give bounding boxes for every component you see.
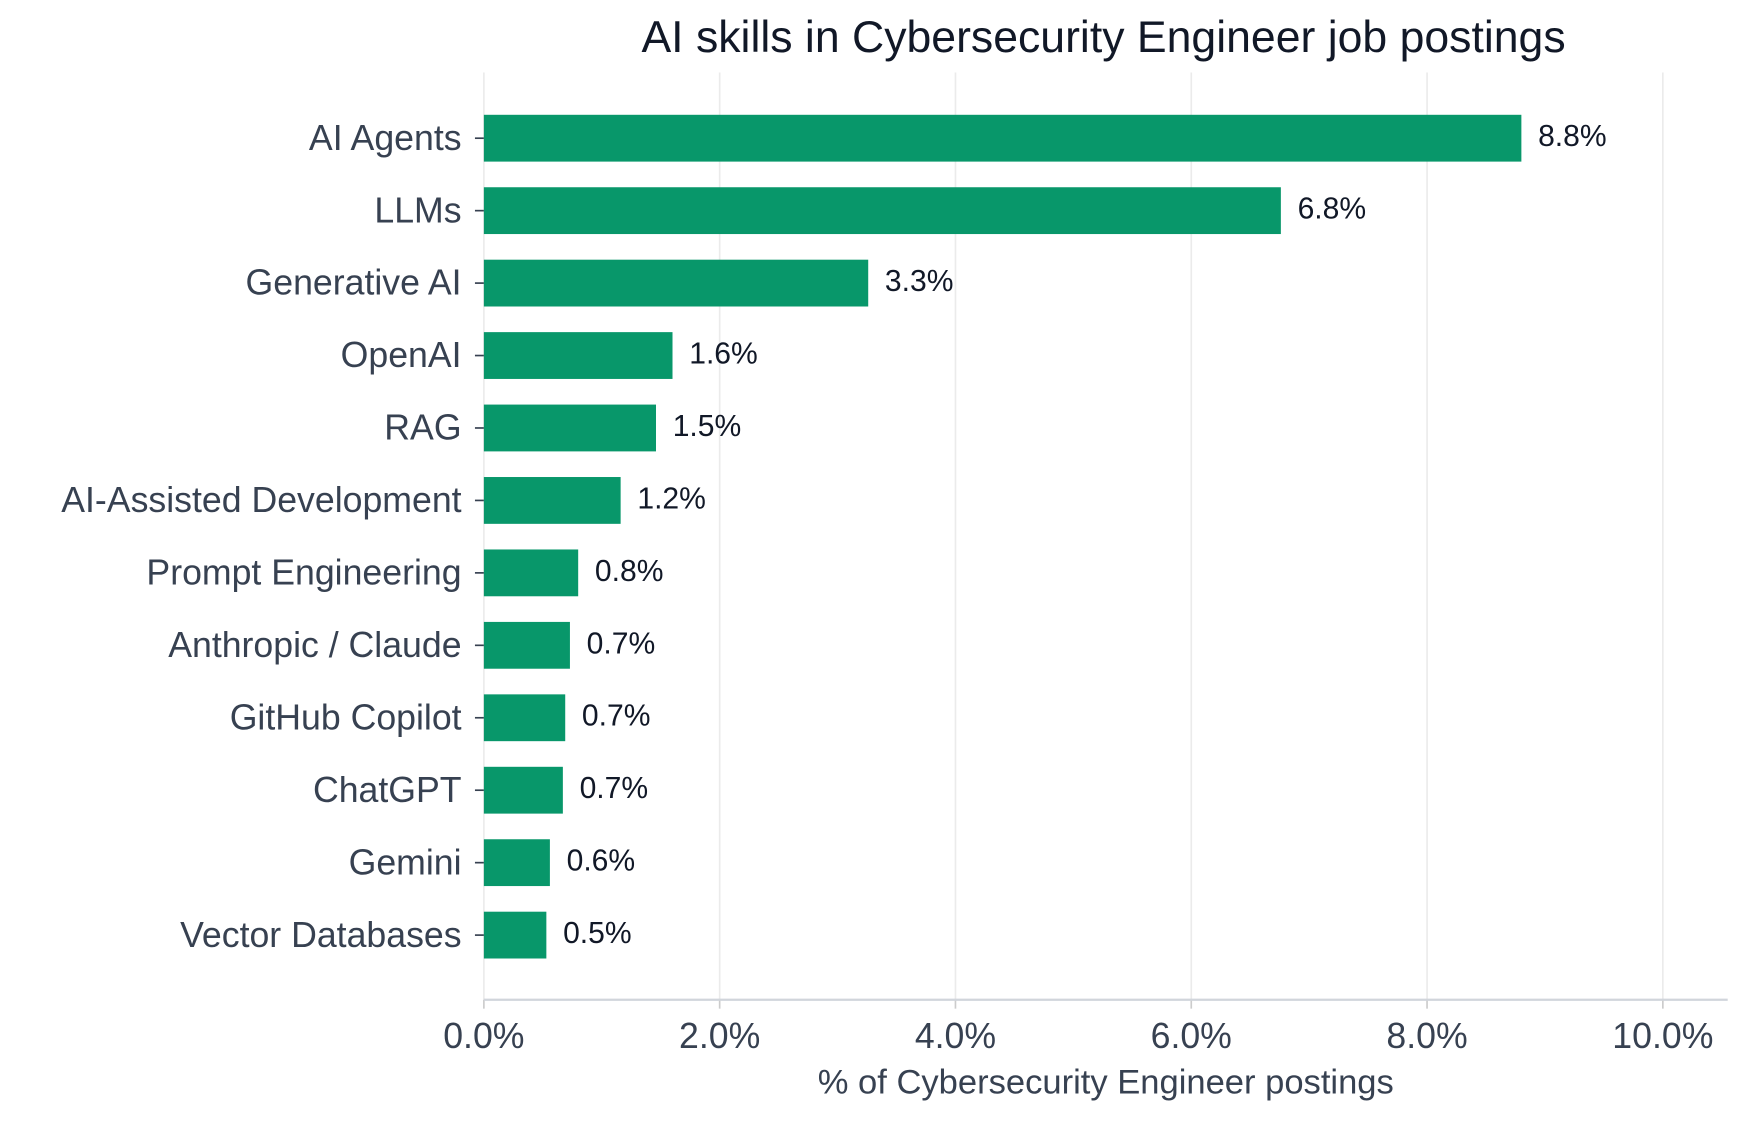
value-label: 0.7% bbox=[587, 627, 656, 660]
value-label: 1.2% bbox=[637, 482, 706, 515]
x-tick-label: 6.0% bbox=[1151, 1016, 1232, 1056]
x-tick-label: 4.0% bbox=[915, 1016, 996, 1056]
y-tick-label: ChatGPT bbox=[313, 770, 462, 810]
bar bbox=[483, 332, 673, 379]
y-tick-label: Anthropic / Claude bbox=[168, 625, 461, 665]
bar bbox=[483, 694, 566, 742]
x-tick-label: 0.0% bbox=[443, 1016, 524, 1056]
bar bbox=[483, 766, 563, 814]
y-tick-label: AI Agents bbox=[309, 118, 462, 158]
y-tick-label: Prompt Engineering bbox=[146, 553, 461, 593]
value-label: 6.8% bbox=[1298, 193, 1367, 226]
y-tick-label: RAG bbox=[384, 408, 461, 448]
bar bbox=[483, 911, 547, 959]
x-tick-label: 8.0% bbox=[1386, 1016, 1467, 1056]
y-tick-label: Gemini bbox=[349, 842, 462, 882]
value-label: 0.6% bbox=[567, 845, 636, 878]
bar bbox=[483, 114, 1522, 162]
bar bbox=[483, 404, 657, 452]
value-label: 0.8% bbox=[595, 555, 664, 588]
value-label: 1.5% bbox=[673, 410, 742, 443]
y-tick-label: GitHub Copilot bbox=[230, 697, 462, 737]
x-tick-label: 2.0% bbox=[679, 1016, 760, 1056]
bar bbox=[483, 549, 579, 597]
bar bbox=[483, 839, 550, 887]
bar bbox=[483, 477, 621, 524]
bar bbox=[483, 187, 1281, 235]
value-label: 8.8% bbox=[1538, 120, 1607, 153]
y-tick-label: Vector Databases bbox=[180, 915, 461, 955]
bar bbox=[483, 259, 869, 307]
chart-title: AI skills in Cybersecurity Engineer job … bbox=[641, 13, 1565, 62]
value-label: 1.6% bbox=[689, 337, 758, 370]
y-tick-label: Generative AI bbox=[246, 263, 462, 303]
value-label: 3.3% bbox=[885, 265, 954, 298]
value-label: 0.7% bbox=[582, 700, 651, 733]
bar bbox=[483, 621, 570, 669]
y-tick-label: OpenAI bbox=[341, 335, 462, 375]
y-tick-label: LLMs bbox=[374, 190, 461, 230]
x-axis-label: % of Cybersecurity Engineer postings bbox=[818, 1064, 1394, 1102]
y-tick-label: AI-Assisted Development bbox=[61, 480, 461, 520]
value-label: 0.5% bbox=[563, 917, 632, 950]
x-tick-label: 10.0% bbox=[1612, 1016, 1713, 1056]
value-label: 0.7% bbox=[580, 772, 649, 805]
